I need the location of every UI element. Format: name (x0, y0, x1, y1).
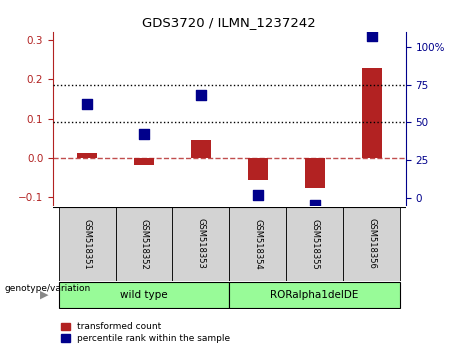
Bar (134, 158, 154, 165)
Point (197, 92, 205, 98)
FancyBboxPatch shape (230, 282, 400, 308)
Text: GSM518354: GSM518354 (253, 218, 262, 269)
Text: ▶: ▶ (40, 290, 48, 300)
Bar (361, 68, 382, 158)
Bar (191, 140, 211, 158)
FancyBboxPatch shape (116, 207, 172, 281)
Text: GSM518351: GSM518351 (83, 218, 92, 269)
Legend: transformed count, percentile rank within the sample: transformed count, percentile rank withi… (58, 319, 234, 347)
Point (83, 102, 91, 107)
Point (311, 202, 319, 208)
Bar (77, 153, 97, 158)
FancyBboxPatch shape (286, 207, 343, 281)
FancyBboxPatch shape (230, 207, 286, 281)
FancyBboxPatch shape (59, 282, 230, 308)
FancyBboxPatch shape (343, 207, 400, 281)
Bar (248, 158, 268, 180)
Text: genotype/variation: genotype/variation (5, 285, 91, 293)
Title: GDS3720 / ILMN_1237242: GDS3720 / ILMN_1237242 (142, 16, 316, 29)
Point (140, 132, 148, 137)
Point (254, 192, 261, 198)
Point (368, 34, 375, 39)
FancyBboxPatch shape (59, 207, 116, 281)
FancyBboxPatch shape (172, 207, 230, 281)
Text: wild type: wild type (120, 290, 168, 300)
Text: GSM518355: GSM518355 (310, 218, 319, 269)
Text: RORalpha1delDE: RORalpha1delDE (271, 290, 359, 300)
Bar (305, 158, 325, 188)
Text: GSM518353: GSM518353 (196, 218, 206, 269)
Text: GSM518356: GSM518356 (367, 218, 376, 269)
Text: GSM518352: GSM518352 (140, 218, 148, 269)
